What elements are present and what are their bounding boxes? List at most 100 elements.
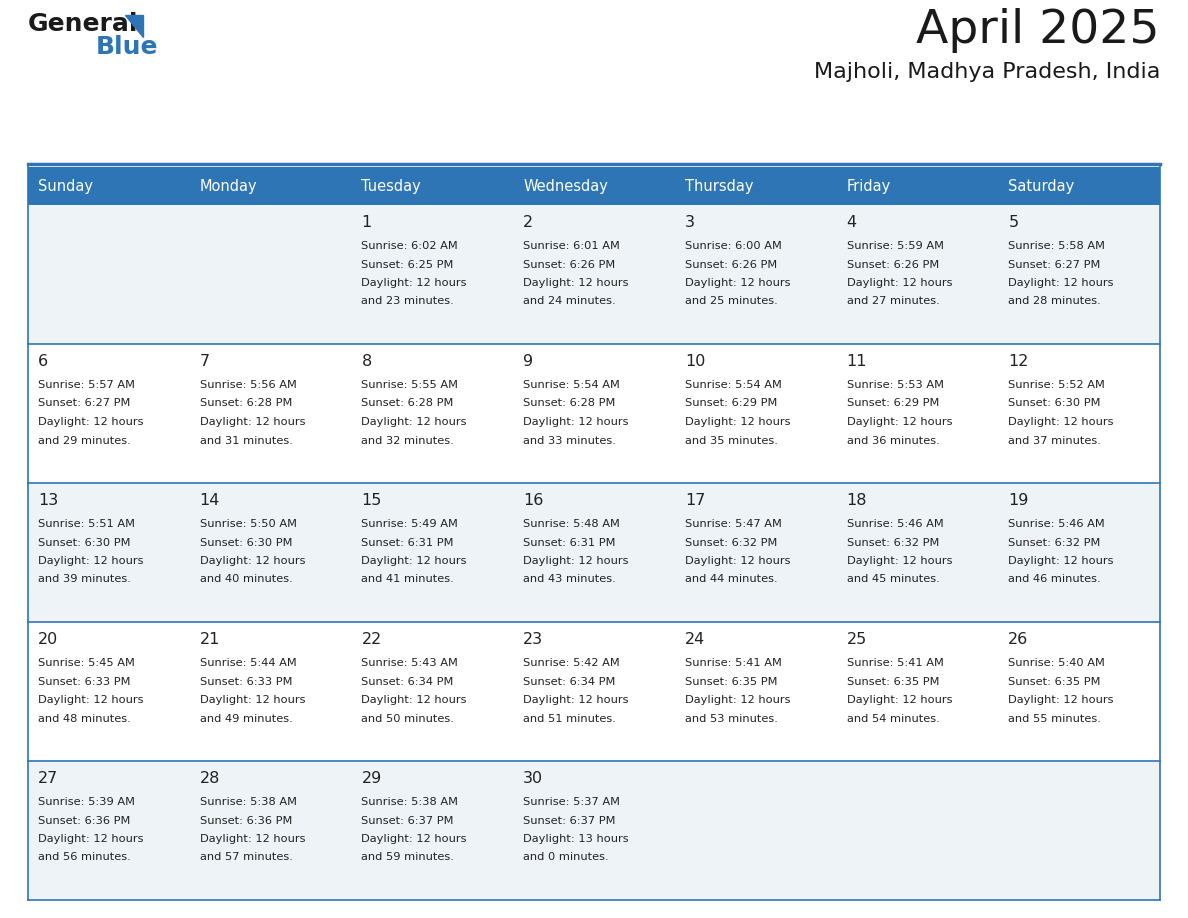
Text: Sunset: 6:30 PM: Sunset: 6:30 PM [1009,398,1101,409]
Text: Sunset: 6:26 PM: Sunset: 6:26 PM [684,260,777,270]
Text: Majholi, Madhya Pradesh, India: Majholi, Madhya Pradesh, India [814,62,1159,82]
Bar [29,167,190,205]
Text: Daylight: 12 hours: Daylight: 12 hours [523,417,628,427]
Text: Daylight: 12 hours: Daylight: 12 hours [684,417,790,427]
Text: Daylight: 12 hours: Daylight: 12 hours [361,695,467,705]
Text: Sunrise: 5:41 AM: Sunrise: 5:41 AM [684,658,782,668]
Text: Sunrise: 5:46 AM: Sunrise: 5:46 AM [1009,519,1105,529]
Text: Daylight: 12 hours: Daylight: 12 hours [361,278,467,288]
Bar [513,205,675,344]
Text: Sunrise: 5:56 AM: Sunrise: 5:56 AM [200,380,297,390]
Text: and 51 minutes.: and 51 minutes. [523,713,617,723]
Text: 6: 6 [38,354,49,369]
Text: Sunset: 6:27 PM: Sunset: 6:27 PM [1009,260,1100,270]
Bar [998,761,1159,900]
Text: Daylight: 12 hours: Daylight: 12 hours [1009,556,1114,566]
Bar [513,167,675,205]
Text: 7: 7 [200,354,210,369]
Text: 8: 8 [361,354,372,369]
Bar [675,483,836,622]
Text: 16: 16 [523,493,544,508]
Text: Sunrise: 5:48 AM: Sunrise: 5:48 AM [523,519,620,529]
Text: Daylight: 13 hours: Daylight: 13 hours [523,834,628,844]
Text: 4: 4 [847,215,857,230]
Text: General: General [29,12,139,36]
Text: 18: 18 [847,493,867,508]
Text: Daylight: 12 hours: Daylight: 12 hours [1009,278,1114,288]
Text: Sunrise: 5:51 AM: Sunrise: 5:51 AM [38,519,135,529]
Text: 23: 23 [523,632,543,647]
Text: Sunset: 6:28 PM: Sunset: 6:28 PM [361,398,454,409]
Text: and 53 minutes.: and 53 minutes. [684,713,778,723]
Text: Sunrise: 6:01 AM: Sunrise: 6:01 AM [523,241,620,251]
Text: Sunrise: 5:45 AM: Sunrise: 5:45 AM [38,658,135,668]
Text: and 23 minutes.: and 23 minutes. [361,297,454,307]
Bar [998,205,1159,344]
Text: Sunset: 6:28 PM: Sunset: 6:28 PM [200,398,292,409]
Text: Sunset: 6:29 PM: Sunset: 6:29 PM [684,398,777,409]
Bar [29,761,190,900]
Text: Sunset: 6:35 PM: Sunset: 6:35 PM [684,677,777,687]
Bar [513,622,675,761]
Text: Sunset: 6:25 PM: Sunset: 6:25 PM [361,260,454,270]
Text: and 55 minutes.: and 55 minutes. [1009,713,1101,723]
Text: and 43 minutes.: and 43 minutes. [523,575,615,585]
Text: 27: 27 [38,771,58,786]
Bar [29,344,190,483]
Text: Daylight: 12 hours: Daylight: 12 hours [523,278,628,288]
Text: Daylight: 12 hours: Daylight: 12 hours [847,695,952,705]
Text: Monday: Monday [200,178,258,194]
Bar [352,167,513,205]
Text: Sunrise: 5:38 AM: Sunrise: 5:38 AM [200,797,297,807]
Text: Daylight: 12 hours: Daylight: 12 hours [684,556,790,566]
Bar [675,622,836,761]
Bar [513,761,675,900]
Text: Sunrise: 5:44 AM: Sunrise: 5:44 AM [200,658,297,668]
Text: 28: 28 [200,771,220,786]
Text: Sunrise: 5:54 AM: Sunrise: 5:54 AM [523,380,620,390]
Text: Thursday: Thursday [684,178,753,194]
Text: and 28 minutes.: and 28 minutes. [1009,297,1101,307]
Text: Sunset: 6:35 PM: Sunset: 6:35 PM [847,677,939,687]
Text: 30: 30 [523,771,543,786]
Text: Daylight: 12 hours: Daylight: 12 hours [38,417,144,427]
Bar [190,761,352,900]
Text: 15: 15 [361,493,381,508]
Text: 2: 2 [523,215,533,230]
Text: 11: 11 [847,354,867,369]
Text: and 57 minutes.: and 57 minutes. [200,853,292,863]
Text: Tuesday: Tuesday [361,178,422,194]
Text: and 59 minutes.: and 59 minutes. [361,853,454,863]
Text: Sunset: 6:30 PM: Sunset: 6:30 PM [200,538,292,547]
Text: Sunset: 6:34 PM: Sunset: 6:34 PM [523,677,615,687]
Bar [190,622,352,761]
Text: 13: 13 [38,493,58,508]
Text: Sunrise: 5:39 AM: Sunrise: 5:39 AM [38,797,135,807]
Text: Sunset: 6:37 PM: Sunset: 6:37 PM [361,815,454,825]
Text: and 48 minutes.: and 48 minutes. [38,713,131,723]
Bar [836,622,998,761]
Text: Sunset: 6:30 PM: Sunset: 6:30 PM [38,538,131,547]
Text: Sunrise: 5:41 AM: Sunrise: 5:41 AM [847,658,943,668]
Text: 17: 17 [684,493,706,508]
Text: 20: 20 [38,632,58,647]
Text: 26: 26 [1009,632,1029,647]
Text: Daylight: 12 hours: Daylight: 12 hours [847,417,952,427]
Text: Sunset: 6:31 PM: Sunset: 6:31 PM [523,538,615,547]
Bar [352,622,513,761]
Bar [513,344,675,483]
Text: Daylight: 12 hours: Daylight: 12 hours [361,556,467,566]
Text: 25: 25 [847,632,867,647]
Bar [836,483,998,622]
Text: Sunset: 6:26 PM: Sunset: 6:26 PM [847,260,939,270]
Bar [836,761,998,900]
Text: Sunrise: 5:52 AM: Sunrise: 5:52 AM [1009,380,1105,390]
Text: Sunrise: 5:58 AM: Sunrise: 5:58 AM [1009,241,1105,251]
Bar [29,205,190,344]
Text: 19: 19 [1009,493,1029,508]
Text: Sunset: 6:29 PM: Sunset: 6:29 PM [847,398,939,409]
Text: Sunset: 6:33 PM: Sunset: 6:33 PM [38,677,131,687]
Text: Daylight: 12 hours: Daylight: 12 hours [847,278,952,288]
Text: Wednesday: Wednesday [523,178,608,194]
Text: and 37 minutes.: and 37 minutes. [1009,435,1101,445]
